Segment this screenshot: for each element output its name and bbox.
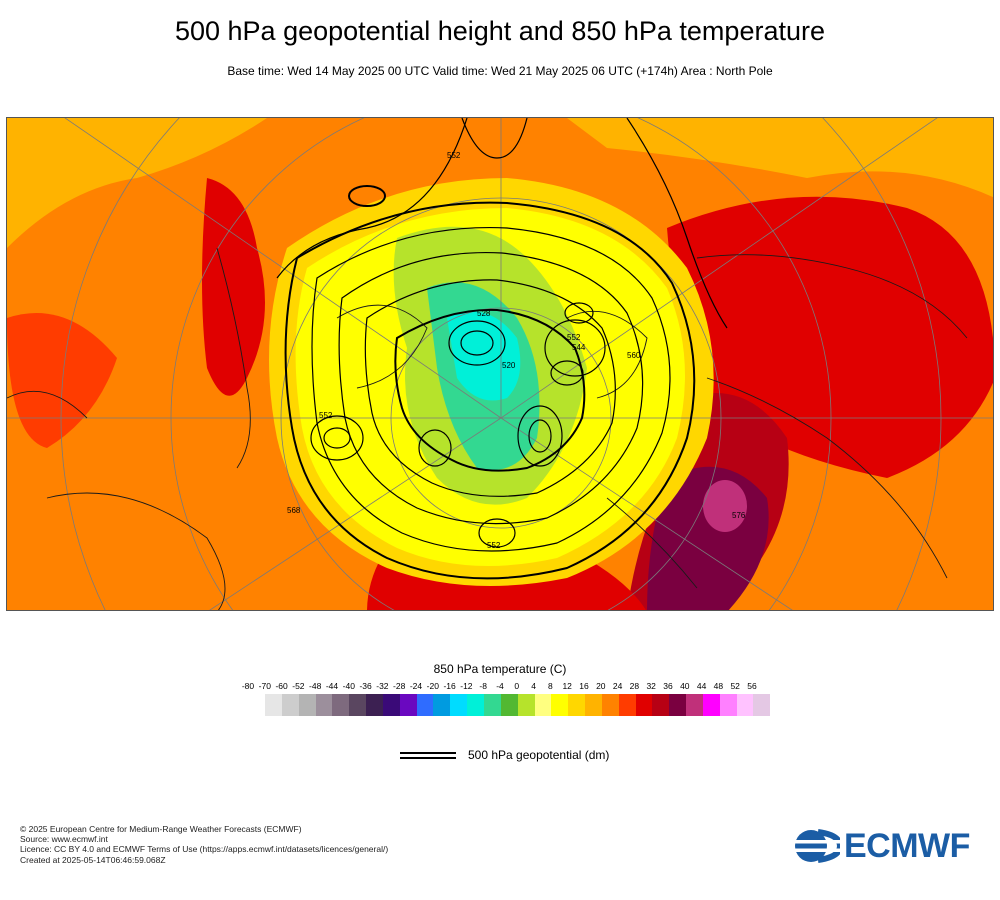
geopotential-legend-label: 500 hPa geopotential (dm): [468, 748, 610, 762]
colorbar-tick-label: -32: [376, 681, 389, 691]
footer-source: Source: www.ecmwf.int: [20, 834, 108, 845]
colorbar-swatch: [753, 694, 771, 716]
colorbar-tick-label: 44: [696, 681, 707, 691]
colorbar-tick-label: -80: [241, 681, 255, 691]
colorbar-tick-label: -40: [342, 681, 355, 691]
geopotential-contours: [276, 118, 728, 580]
colorbar-swatch: [618, 694, 636, 716]
ecmwf-logo-icon: [794, 829, 840, 863]
colorbar-tick-label: 56: [747, 681, 757, 691]
colorbar-swatch: [601, 694, 619, 716]
colorbar-swatch: [686, 694, 703, 716]
geopotential-legend: 500 hPa geopotential (dm): [400, 748, 609, 762]
contour-label: 528: [477, 309, 491, 318]
colorbar-tick-label: -52: [292, 681, 305, 691]
colorbar-swatch: [719, 694, 737, 716]
colorbar-swatch: [500, 694, 518, 716]
contour-label: 552: [447, 151, 461, 160]
colorbar-swatch: [349, 694, 367, 716]
colorbar-swatch: [433, 694, 451, 716]
double-line-icon: [400, 751, 456, 759]
colorbar-tick-label: -12: [460, 681, 473, 691]
contour-label: 552: [319, 411, 333, 420]
colorbar-tick-label: 36: [663, 681, 673, 691]
ecmwf-logo-text: ECMWF: [844, 826, 970, 865]
colorbar-swatch: [450, 694, 468, 716]
colorbar-swatch: [298, 694, 316, 716]
colorbar-tick-label: 8: [548, 681, 553, 691]
colorbar-tick-label: -44: [325, 681, 339, 691]
footer-copyright: © 2025 European Centre for Medium-Range …: [20, 824, 302, 834]
temperature-legend-title: 850 hPa temperature (C): [433, 662, 567, 676]
page-title: 500 hPa geopotential height and 850 hPa …: [174, 16, 825, 46]
colorbar-tick-label: 4: [531, 681, 536, 691]
contour-label: 552: [487, 541, 501, 550]
footer-credits: © 2025 European Centre for Medium-Range …: [20, 824, 388, 865]
contour-label: 552: [567, 333, 581, 342]
contour-label: 544: [572, 343, 586, 352]
colorbar-swatch: [652, 694, 670, 716]
page-subtitle: Base time: Wed 14 May 2025 00 UTC Valid …: [227, 64, 773, 78]
colorbar-tick-label: 0: [514, 681, 520, 691]
colorbar-swatch: [736, 694, 754, 716]
temp-field-magenta: [703, 480, 747, 532]
temp-field-amber-nw: [7, 118, 267, 248]
contour-label: 560: [627, 351, 641, 360]
colorbar-tick-label: -60: [275, 681, 288, 691]
colorbar-tick-label: 28: [629, 681, 640, 691]
colorbar-tick-label: -48: [309, 681, 322, 691]
temperature-legend-ticks: -80 -70 -60 -52 -48 -44 -40 -36 -32 -28 -24 -20 -16-…: [0, 681, 1000, 693]
colorbar-swatch: [568, 694, 586, 716]
contour-labels: 528 552 544 520 552 560 568 552 576 552: [287, 151, 746, 550]
forecast-map: 528 552 544 520 552 560 568 552 576 552: [7, 118, 993, 610]
colorbar-swatch: [265, 694, 282, 716]
colorbar-swatch: [702, 694, 720, 716]
colorbar-tick-label: 16: [579, 681, 589, 691]
colorbar-swatch: [281, 694, 299, 716]
footer-licence: Licence: CC BY 4.0 and ECMWF Terms of Us…: [20, 844, 389, 855]
colorbar-swatch: [467, 694, 484, 716]
colorbar-tick-label: 20: [596, 681, 606, 691]
colorbar-swatch: [366, 694, 383, 716]
colorbar-swatch: [382, 694, 400, 716]
temp-field-amber-ne: [567, 118, 993, 198]
colorbar-tick-label: 24: [612, 681, 623, 691]
colorbar-tick-label: -36: [359, 681, 372, 691]
contour-label: 576: [732, 511, 746, 520]
colorbar-tick-label: -24: [409, 681, 423, 691]
temperature-colorbar: [265, 694, 771, 716]
coastlines: [7, 247, 968, 610]
colorbar-swatch: [517, 694, 535, 716]
colorbar-tick-label: -28: [393, 681, 406, 691]
colorbar-swatch: [315, 694, 333, 716]
colorbar-tick-label: -20: [426, 681, 439, 691]
ecmwf-logo[interactable]: ECMWF: [794, 826, 984, 866]
colorbar-swatch: [399, 694, 417, 716]
temp-field-red-west: [202, 178, 265, 396]
colorbar-swatch: [669, 694, 687, 716]
colorbar-tick-label: 48: [713, 681, 724, 691]
colorbar-tick-label: 32: [646, 681, 656, 691]
colorbar-swatch: [483, 694, 501, 716]
colorbar-tick-label: -70: [258, 681, 271, 691]
colorbar-tick-label: 40: [680, 681, 690, 691]
colorbar-tick-label: 12: [562, 681, 572, 691]
colorbar-swatch: [635, 694, 653, 716]
map-panel[interactable]: 528 552 544 520 552 560 568 552 576 552: [6, 117, 994, 611]
colorbar-swatch: [416, 694, 434, 716]
colorbar-tick-label: 52: [730, 681, 740, 691]
colorbar-swatch: [551, 694, 569, 716]
contour-label: 568: [287, 506, 301, 515]
colorbar-tick-label: -4: [496, 681, 504, 691]
colorbar-tick-label: -16: [443, 681, 456, 691]
temp-field-red-farwest: [7, 313, 117, 448]
footer-created: Created at 2025-05-14T06:46:59.068Z: [20, 854, 166, 865]
contour-label: 520: [502, 361, 516, 370]
graticule: [7, 118, 993, 610]
colorbar-swatch: [585, 694, 602, 716]
colorbar-swatch: [332, 694, 350, 716]
colorbar-swatch: [534, 694, 552, 716]
colorbar-tick-label: -8: [479, 681, 487, 691]
